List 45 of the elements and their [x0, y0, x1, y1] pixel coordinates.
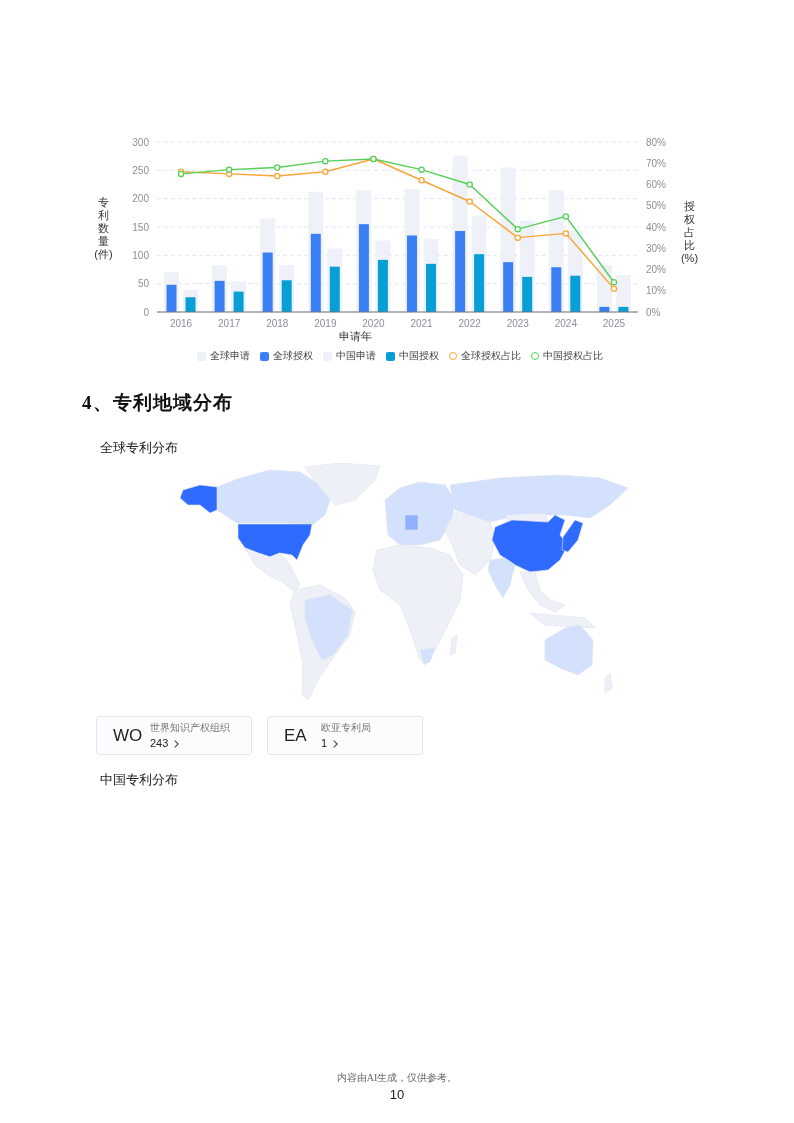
- y-tick-label: 200: [132, 193, 150, 205]
- x-tick-label: 2020: [362, 318, 386, 330]
- x-tick-label: 2023: [506, 318, 530, 330]
- x-axis-title: 申请年: [337, 329, 373, 343]
- x-tick-label: 2016: [169, 318, 193, 330]
- y2-tick-label: 40%: [646, 221, 667, 233]
- y-tick-label: 0: [143, 306, 150, 318]
- x-tick-label: 2021: [410, 318, 434, 330]
- x-tick-label: 2017: [218, 318, 241, 330]
- x-tick-label: 2025: [602, 318, 626, 330]
- y2-tick-label: 20%: [646, 264, 667, 276]
- data-label: 243: [150, 737, 169, 750]
- y2-tick-label: 70%: [646, 157, 667, 169]
- x-tick-label: 2019: [314, 318, 337, 330]
- data-label: 1: [321, 737, 328, 750]
- text: 4、专利地域分布: [82, 391, 233, 415]
- text: 中国专利分布: [100, 771, 178, 788]
- y2-tick-label: 10%: [646, 285, 667, 297]
- y2-tick-label: 50%: [646, 200, 667, 212]
- text: 10: [388, 1087, 406, 1102]
- category-label: WO: [113, 726, 143, 746]
- legend-label: 全球申请: [210, 350, 250, 362]
- x-tick-label: 2024: [554, 318, 578, 330]
- y2-tick-label: 80%: [646, 136, 667, 148]
- legend-label: 全球授权: [273, 350, 313, 362]
- x-tick-label: 2018: [266, 318, 289, 330]
- y-tick-label: 300: [132, 136, 150, 148]
- legend-label: 中国授权占比: [543, 350, 603, 362]
- category-label: EA: [284, 726, 307, 746]
- y2-tick-label: 0%: [646, 306, 661, 318]
- y2-tick-label: 30%: [646, 242, 667, 254]
- y-tick-label: 250: [132, 164, 150, 176]
- text: 全球专利分布: [100, 439, 178, 456]
- legend-label: 全球授权占比: [461, 350, 521, 362]
- x-tick-label: 2022: [458, 318, 482, 330]
- y2-axis-title: 授权占比(%): [679, 200, 700, 265]
- y2-tick-label: 60%: [646, 179, 667, 191]
- office-card: EA 欧亚专利局 1: [267, 716, 423, 755]
- legend-label: 中国授权: [399, 350, 439, 362]
- y-tick-label: 150: [132, 221, 150, 233]
- text: 内容由AI生成，仅供参考。: [335, 1072, 459, 1084]
- y-axis-title: 专利数量(件): [93, 196, 114, 261]
- y-tick-label: 100: [132, 249, 150, 261]
- y-tick-label: 50: [137, 278, 150, 290]
- legend-label: 中国申请: [336, 350, 376, 362]
